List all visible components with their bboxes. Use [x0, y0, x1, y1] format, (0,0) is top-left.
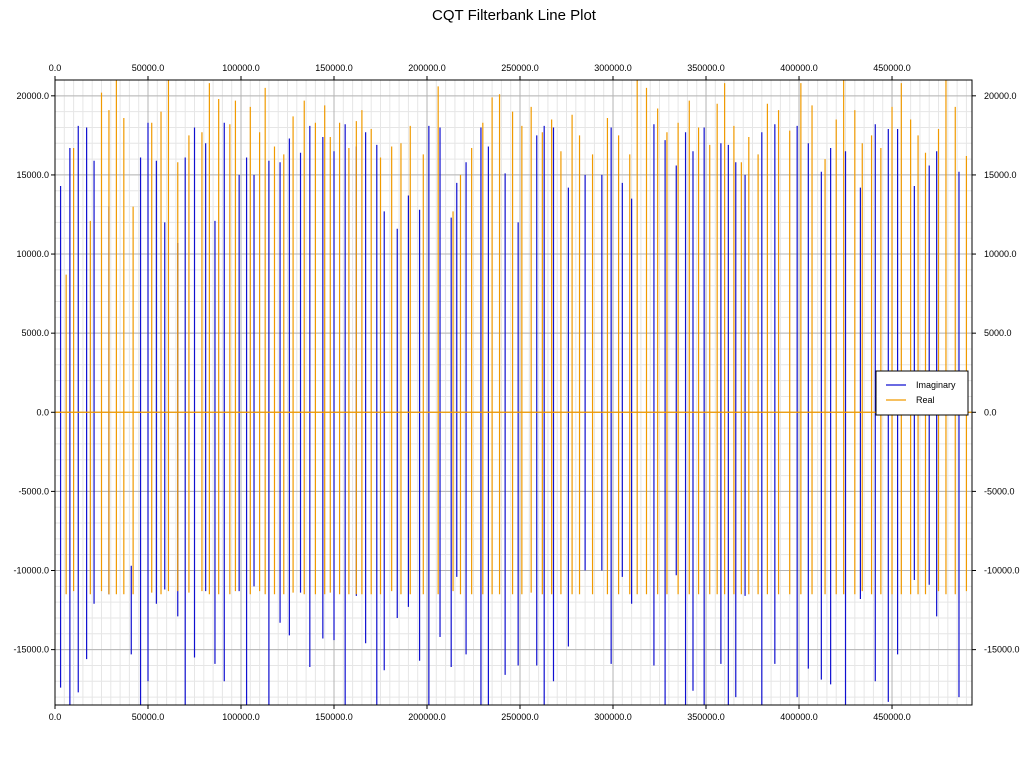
- x-tick-label-top: 250000.0: [501, 63, 539, 73]
- axis-layer: 0.0 0.0 50000.0 50000.0 100000.0 100000.0 1500…: [13, 63, 1019, 722]
- x-tick-label-bottom: 100000.0: [222, 712, 260, 722]
- grid-major: [54, 80, 972, 705]
- x-tick-label-top: 350000.0: [687, 63, 725, 73]
- y-tick-label-left: -15000.0: [13, 645, 49, 655]
- series-real: [65, 80, 968, 595]
- series-layer: [55, 80, 972, 705]
- x-tick-label-bottom: 250000.0: [501, 712, 539, 722]
- series-imaginary: [59, 122, 960, 705]
- y-tick-label-left: 5000.0: [21, 328, 49, 338]
- legend-label-imaginary: Imaginary: [916, 380, 956, 390]
- x-tick-label-bottom: 50000.0: [132, 712, 165, 722]
- y-tick-label-left: 0.0: [36, 407, 49, 417]
- plot-frame: [54, 79, 973, 706]
- x-tick-label-bottom: 200000.0: [408, 712, 446, 722]
- y-tick-label-right: 10000.0: [984, 249, 1017, 259]
- x-tick-label-bottom: 150000.0: [315, 712, 353, 722]
- x-tick-label-top: 200000.0: [408, 63, 446, 73]
- grid-minor: [54, 79, 972, 705]
- x-tick-label-top: 100000.0: [222, 63, 260, 73]
- y-tick-label-left: -5000.0: [18, 486, 49, 496]
- x-tick-label-bottom: 350000.0: [687, 712, 725, 722]
- y-tick-label-right: 0.0: [984, 407, 997, 417]
- legend-label-real: Real: [916, 395, 935, 405]
- y-tick-label-right: -15000.0: [984, 645, 1020, 655]
- x-tick-label-top: 0.0: [49, 63, 62, 73]
- y-tick-label-right: 15000.0: [984, 170, 1017, 180]
- y-tick-label-right: 5000.0: [984, 328, 1012, 338]
- y-tick-label-right: -10000.0: [984, 566, 1020, 576]
- legend: Imaginary Real: [875, 370, 969, 416]
- legend-box: [875, 370, 969, 416]
- x-tick-label-top: 300000.0: [594, 63, 632, 73]
- y-tick-label-right: 20000.0: [984, 91, 1017, 101]
- y-tick-label-right: -5000.0: [984, 486, 1015, 496]
- x-tick-label-bottom: 0.0: [49, 712, 62, 722]
- y-tick-label-left: 10000.0: [16, 249, 49, 259]
- x-tick-label-bottom: 450000.0: [873, 712, 911, 722]
- x-tick-label-bottom: 300000.0: [594, 712, 632, 722]
- x-tick-label-top: 150000.0: [315, 63, 353, 73]
- x-tick-label-top: 450000.0: [873, 63, 911, 73]
- y-tick-label-left: -10000.0: [13, 566, 49, 576]
- chart-title: CQT Filterbank Line Plot: [432, 7, 596, 24]
- y-tick-label-left: 15000.0: [16, 170, 49, 180]
- x-tick-label-bottom: 400000.0: [780, 712, 818, 722]
- x-tick-label-top: 50000.0: [132, 63, 165, 73]
- y-tick-label-left: 20000.0: [16, 91, 49, 101]
- x-tick-label-top: 400000.0: [780, 63, 818, 73]
